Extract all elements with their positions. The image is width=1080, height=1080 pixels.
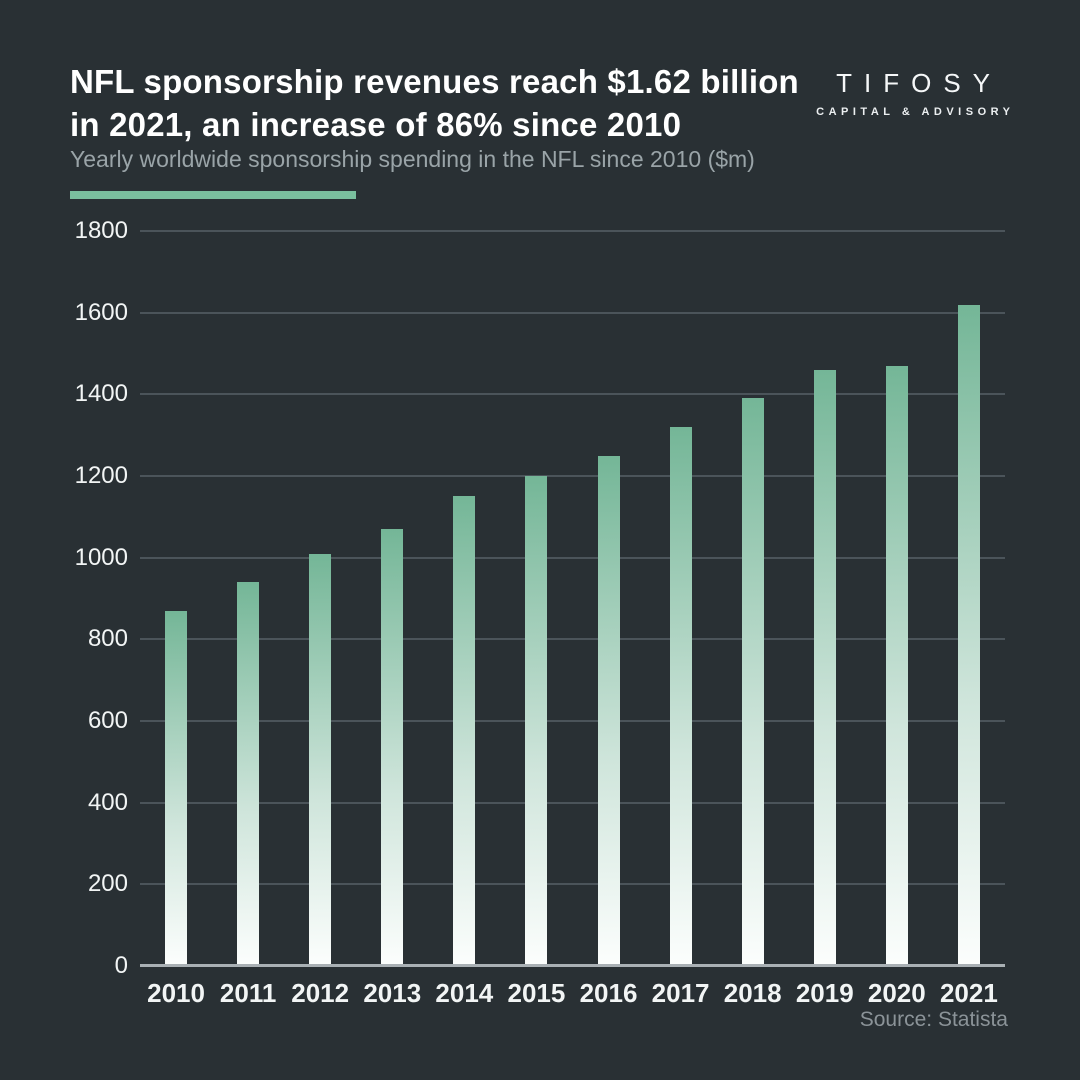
- x-axis-tick-label: 2010: [147, 978, 205, 1008]
- gridline-0: 0: [115, 952, 1005, 979]
- x-axis-tick-label: 2012: [291, 978, 350, 1008]
- y-axis-tick-label: 1200: [74, 462, 128, 490]
- tifosy-wordmark: TIFOSY: [836, 68, 1003, 98]
- x-axis-tick-label: 2021: [939, 978, 998, 1008]
- bar-column-2015: 2015: [500, 231, 572, 1008]
- gridline-800: 800: [88, 625, 1005, 652]
- bar-2015: [525, 476, 548, 966]
- bar-column-2014: 2014: [428, 231, 500, 1008]
- gridline-1600: 1600: [75, 299, 1005, 326]
- bar-column-2017: 2017: [645, 231, 717, 1008]
- y-axis-tick-label: 200: [87, 870, 128, 898]
- bar-2016: [597, 455, 620, 966]
- bar-chart-plot: 0 200 400 600 800 1000 1200 1400 1600 1800 2010 20…: [75, 217, 1005, 1008]
- bar-column-2019: 2019: [789, 231, 861, 1008]
- chart-subtitle: Yearly worldwide sponsorship spending in…: [70, 146, 755, 172]
- source-credit: Source: Statista: [859, 1008, 1008, 1031]
- y-axis-tick-label: 0: [114, 952, 128, 979]
- bar-column-2020: 2020: [861, 231, 933, 1008]
- x-axis-tick-label: 2014: [435, 978, 494, 1008]
- bar-column-2016: 2016: [572, 231, 644, 1008]
- x-axis-tick-label: 2018: [723, 978, 782, 1008]
- bar-2012: [309, 553, 332, 966]
- x-axis-tick-label: 2016: [579, 978, 638, 1008]
- y-axis-tick-label: 1000: [74, 543, 128, 571]
- accent-underline: [70, 191, 356, 199]
- bar-2011: [237, 582, 260, 966]
- gridline-1400: 1400: [75, 380, 1005, 407]
- gridline-1800: 1800: [75, 217, 1005, 244]
- gridline-1000: 1000: [75, 544, 1005, 571]
- y-axis-tick-label: 600: [87, 707, 128, 735]
- y-axis-tick-label: 1600: [74, 298, 128, 326]
- bar-2017: [669, 427, 692, 966]
- x-axis-baseline: [140, 964, 1005, 967]
- bar-column-2010: 2010: [140, 231, 212, 1008]
- bar-2021: [957, 304, 980, 966]
- chart-title: NFL sponsorship revenues reach $1.62 bil…: [70, 63, 799, 143]
- x-axis-tick-label: 2013: [363, 978, 422, 1008]
- tifosy-logo: TIFOSY CAPITAL & ADVISORY: [816, 68, 1010, 118]
- tifosy-tagline: CAPITAL & ADVISORY: [816, 106, 1015, 118]
- gridline-600: 600: [88, 707, 1005, 734]
- x-axis-tick-label: 2020: [867, 978, 926, 1008]
- bars-layer: 2010 2011 2012 2013 2014 2015 2016 2017 2018 2019…: [140, 231, 1005, 1008]
- bar-column-2018: 2018: [717, 231, 789, 1008]
- gridline-1200: 1200: [75, 462, 1005, 489]
- y-axis-tick-label: 800: [87, 625, 128, 653]
- x-axis-tick-label: 2017: [651, 978, 710, 1008]
- x-axis-tick-label: 2011: [219, 978, 277, 1008]
- bar-2010: [165, 610, 188, 966]
- bar-2013: [381, 529, 404, 966]
- y-axis-tick-label: 1800: [74, 217, 128, 244]
- y-axis-tick-label: 1400: [74, 380, 128, 408]
- bar-2014: [453, 496, 476, 966]
- gridline-400: 400: [88, 789, 1005, 816]
- bar-column-2011: 2011: [212, 231, 284, 1008]
- bar-column-2021: 2021: [933, 231, 1005, 1008]
- bar-column-2013: 2013: [356, 231, 428, 1008]
- gridline-200: 200: [88, 870, 1005, 897]
- bar-2020: [885, 365, 908, 966]
- x-axis-tick-label: 2019: [795, 978, 854, 1008]
- y-axis-tick-label: 400: [87, 788, 128, 816]
- x-axis-tick-label: 2015: [507, 978, 566, 1008]
- bar-column-2012: 2012: [284, 231, 356, 1008]
- bar-2018: [741, 398, 764, 966]
- bar-2019: [813, 369, 836, 966]
